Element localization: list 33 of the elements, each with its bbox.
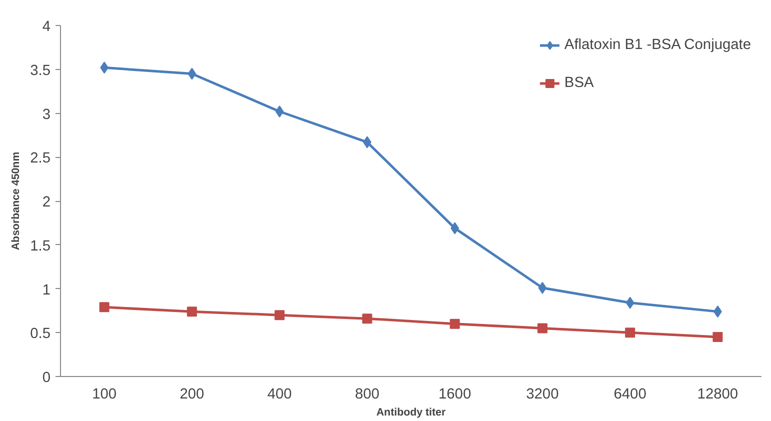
x-tick-label: 1600 xyxy=(438,386,472,402)
x-axis-title: Antibody titer xyxy=(376,406,446,418)
x-tick-label: 200 xyxy=(180,386,204,402)
point xyxy=(537,323,548,334)
y-tick-label: 2 xyxy=(42,194,51,210)
x-tick-label: 800 xyxy=(354,386,380,402)
point xyxy=(625,328,636,338)
x-tick-label: 12800 xyxy=(697,386,738,402)
y-tick-label: 3 xyxy=(42,106,51,123)
x-tick-label: 100 xyxy=(92,386,117,402)
point xyxy=(99,302,110,312)
legend-label: Aflatoxin B1 -BSA Conjugate xyxy=(564,37,751,53)
point xyxy=(362,314,372,324)
point xyxy=(275,105,284,118)
y-tick-label: 0 xyxy=(42,370,51,386)
x-tick-label: 6400 xyxy=(614,386,646,402)
y-tick-label: 1.5 xyxy=(30,238,50,254)
y-tick-label: 0.5 xyxy=(30,326,50,342)
point xyxy=(274,310,285,320)
point xyxy=(188,68,196,80)
y-axis-title: Absorbance 450nm xyxy=(10,152,22,250)
point xyxy=(450,318,460,329)
point xyxy=(186,306,197,317)
y-tick-label: 4 xyxy=(42,19,51,35)
legend-label: BSA xyxy=(564,75,594,91)
y-tick-label: 3.5 xyxy=(30,62,50,79)
x-tick-label: 3200 xyxy=(526,386,559,402)
point xyxy=(626,296,634,309)
y-tick-label: 1 xyxy=(42,282,51,298)
y-tick-label: 2.5 xyxy=(30,150,50,167)
point xyxy=(712,332,723,342)
x-tick-label: 400 xyxy=(267,386,292,402)
point xyxy=(538,282,547,294)
